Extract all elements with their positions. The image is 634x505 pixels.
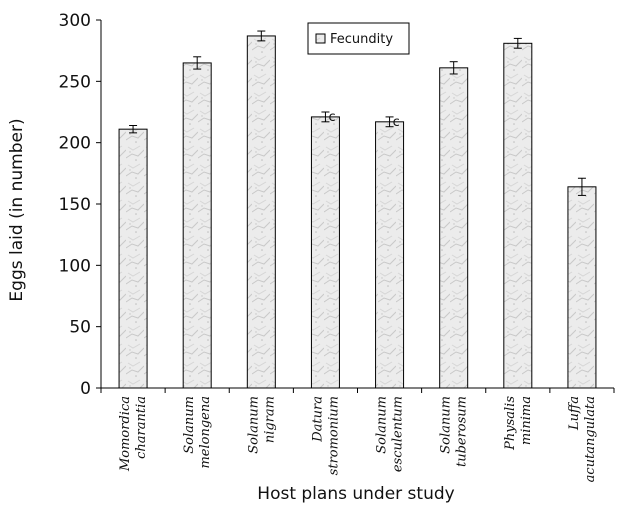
- category-label-line: Solanum: [375, 396, 390, 454]
- category-label-line: nigram: [262, 396, 277, 443]
- y-tick-label: 100: [59, 256, 91, 276]
- category-label: Solanummelongena: [182, 396, 213, 469]
- y-tick-label: 50: [69, 318, 91, 338]
- bar: [375, 121, 405, 389]
- category-label-line: Physalis: [503, 396, 518, 451]
- bar: [246, 35, 276, 389]
- category-label-text: Solanumesculentum: [375, 396, 406, 472]
- category-label-line: tuberosum: [455, 396, 470, 467]
- category-label: Physalisminima: [503, 396, 534, 451]
- y-tick-label: 0: [80, 379, 91, 399]
- category-label-text: Physalisminima: [503, 396, 534, 451]
- category-label-line: Solanum: [439, 396, 454, 454]
- category-label: Daturastromonium: [310, 396, 341, 475]
- bar: [182, 62, 212, 389]
- category-label: Solanumnigram: [246, 396, 277, 454]
- bar: [567, 186, 597, 389]
- category-label-line: charantia: [134, 396, 149, 459]
- legend-label: Fecundity: [330, 32, 393, 47]
- y-axis-title: Eggs laid (in number): [7, 118, 27, 301]
- legend: Fecundity: [307, 22, 410, 55]
- category-label-text: Daturastromonium: [310, 396, 341, 475]
- category-label-line: esculentum: [391, 396, 406, 472]
- category-labels-group: Momordicacharantia Solanummelongena Solanu…: [118, 396, 598, 483]
- x-axis: [100, 387, 615, 393]
- bar: [118, 128, 148, 389]
- y-tick-label: 300: [59, 11, 91, 31]
- category-label-text: Solanumtuberosum: [439, 396, 470, 467]
- category-label: Solanumesculentum: [375, 396, 406, 472]
- bar: [310, 116, 340, 389]
- category-label: Solanumtuberosum: [439, 396, 470, 467]
- category-label: Momordicacharantia: [118, 396, 149, 472]
- category-label-text: Solanumnigram: [246, 396, 277, 454]
- category-label-line: Momordica: [118, 396, 133, 472]
- category-label-text: Solanummelongena: [182, 396, 213, 469]
- category-label-text: Momordicacharantia: [118, 396, 149, 472]
- category-label-line: Datura: [310, 396, 325, 443]
- y-axis: 0 50 100 150 200 250 300: [59, 11, 102, 399]
- category-label-line: Luffa: [567, 396, 582, 431]
- bar-annotation: c: [393, 115, 400, 130]
- category-label-line: acutangulata: [583, 396, 598, 482]
- bars-group: [118, 35, 597, 389]
- error-bars-group: [129, 30, 586, 196]
- category-label: Luffaacutangulata: [567, 396, 598, 482]
- category-label-line: stromonium: [326, 396, 341, 475]
- y-tick-label: 200: [59, 134, 91, 154]
- category-label-line: Solanum: [246, 396, 261, 454]
- bar: [439, 67, 469, 389]
- y-tick-label: 250: [59, 72, 91, 92]
- category-label-line: minima: [519, 396, 534, 445]
- legend-swatch: [315, 33, 326, 44]
- y-tick-label: 150: [59, 195, 91, 215]
- bar: [503, 42, 533, 389]
- x-axis-title: Host plans under study: [257, 484, 454, 504]
- category-label-line: Solanum: [182, 396, 197, 454]
- category-label-line: melongena: [198, 396, 213, 469]
- category-label-text: Luffaacutangulata: [567, 396, 598, 482]
- bar-annotation: c: [328, 110, 335, 125]
